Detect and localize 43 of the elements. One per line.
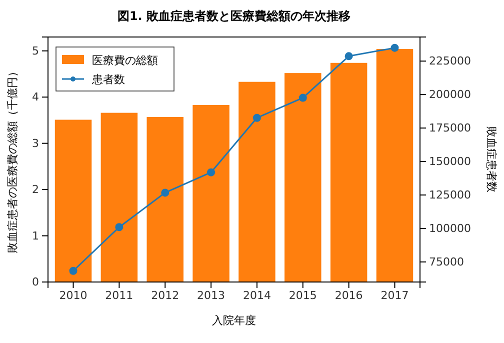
y2-axis-title: 敗血症患者数 xyxy=(485,126,498,192)
y2-tick-label: 225000 xyxy=(429,54,471,68)
y2-tick-label: 200000 xyxy=(429,88,471,102)
x-tick-label: 2010 xyxy=(59,288,88,302)
y2-tick-label: 75000 xyxy=(429,255,464,268)
y2-tick-label: 150000 xyxy=(429,155,471,168)
x-tick-label: 2017 xyxy=(380,288,409,302)
y-tick-label: 4 xyxy=(32,90,39,104)
point xyxy=(298,94,307,102)
x-axis-title: 入院年度 xyxy=(212,314,256,327)
bar xyxy=(376,49,414,282)
point xyxy=(69,266,78,275)
point xyxy=(252,114,261,122)
x-tick-label: 2012 xyxy=(151,288,180,302)
legend-label: 医療費の総額 xyxy=(92,54,158,67)
legend-label: 患者数 xyxy=(91,73,125,86)
y2-tick-label: 175000 xyxy=(429,122,471,135)
y-tick-label: 5 xyxy=(32,44,39,58)
bar xyxy=(54,120,92,282)
y-tick-label: 3 xyxy=(32,136,39,150)
x-tick-label: 2013 xyxy=(197,288,226,302)
y2-tick-label: 100000 xyxy=(429,222,471,235)
x-tick-label: 2015 xyxy=(288,288,317,302)
point xyxy=(115,223,124,232)
bar xyxy=(192,104,230,282)
point xyxy=(344,52,353,60)
x-tick-label: 2014 xyxy=(242,288,271,302)
y2-tick-label: 125000 xyxy=(429,188,471,202)
point xyxy=(161,188,170,197)
point xyxy=(390,44,399,52)
bar xyxy=(238,82,276,282)
bar xyxy=(330,62,368,282)
y-axis-title: 敗血症患者の医療費の総額（千億円） xyxy=(6,66,19,253)
chart-title: 図1. 敗血症患者数と医療費総額の年次推移 xyxy=(117,9,351,23)
y-tick-label: 1 xyxy=(32,229,39,242)
x-tick-label: 2016 xyxy=(334,288,363,302)
x-tick-label: 2011 xyxy=(105,288,134,302)
bar xyxy=(146,116,184,282)
bar xyxy=(100,112,138,282)
y-tick-label: 2 xyxy=(32,183,39,196)
point xyxy=(207,168,216,176)
bar xyxy=(284,73,322,282)
y-tick-label: 0 xyxy=(32,276,39,289)
